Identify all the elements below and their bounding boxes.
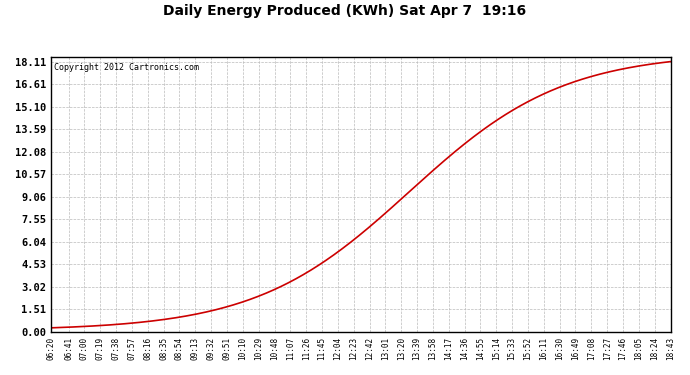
Text: Daily Energy Produced (KWh) Sat Apr 7  19:16: Daily Energy Produced (KWh) Sat Apr 7 19…	[164, 4, 526, 18]
Text: Copyright 2012 Cartronics.com: Copyright 2012 Cartronics.com	[55, 63, 199, 72]
